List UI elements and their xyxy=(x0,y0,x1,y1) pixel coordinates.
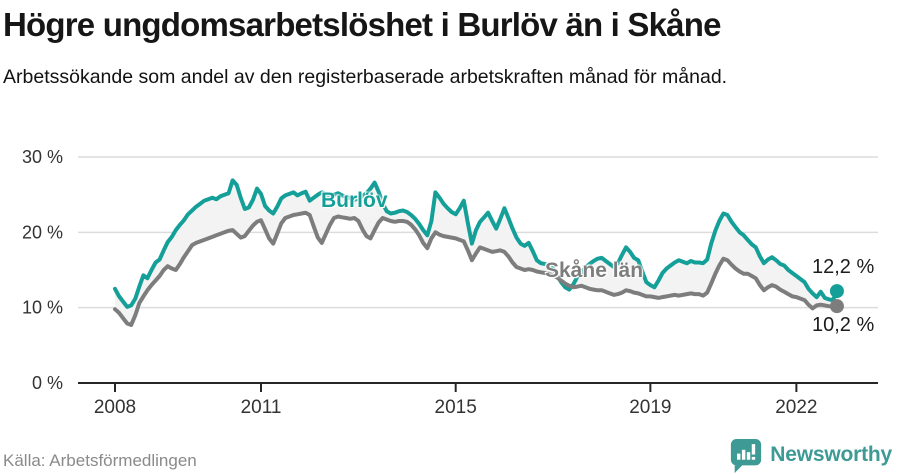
end-value-burlov: 12,2 % xyxy=(812,256,875,278)
end-dot-burlov xyxy=(829,284,844,299)
x-tick-label-2015: 2015 xyxy=(435,397,477,418)
line-burlov xyxy=(113,178,839,309)
x-tick-label-2022: 2022 xyxy=(775,397,817,418)
x-tick-label-2011: 2011 xyxy=(241,397,282,418)
end-value-skane: 10,2 % xyxy=(812,314,875,336)
y-tick-label-20: 20 % xyxy=(22,222,63,242)
series-label-burlov: Burlöv xyxy=(321,189,388,212)
line-skane xyxy=(113,210,839,327)
y-tick-label-0: 0 % xyxy=(32,373,63,393)
newsworthy-logo: Newsworthy xyxy=(729,437,892,473)
y-tick-label-30: 30 % xyxy=(22,147,63,167)
page-title: Högre ungdomsarbetslöshet i Burlöv än i … xyxy=(3,6,721,43)
x-tick-label-2008: 2008 xyxy=(94,397,136,418)
newsworthy-bubble-chart-icon xyxy=(731,438,762,473)
end-dot-skane xyxy=(829,299,844,314)
y-tick-label-10: 10 % xyxy=(22,298,63,318)
newsworthy-wordmark: Newsworthy xyxy=(770,443,892,466)
source-note: Källa: Arbetsförmedlingen xyxy=(3,451,197,470)
series-label-skane: Skåne län xyxy=(545,259,644,282)
chart-subtitle: Arbetssökande som andel av den registerb… xyxy=(3,66,728,88)
x-tick-label-2019: 2019 xyxy=(629,397,671,418)
